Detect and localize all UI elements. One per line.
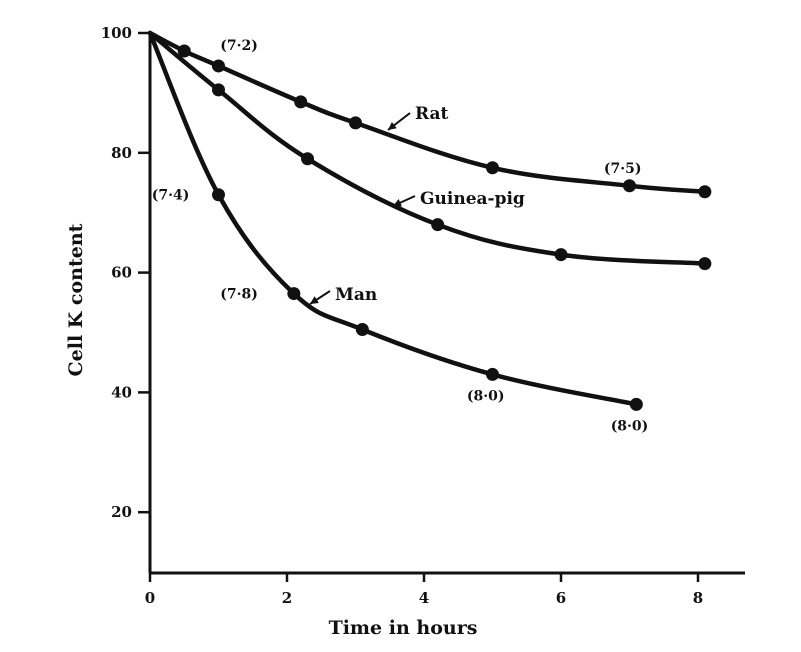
ph-annotation: (8·0) [467, 388, 505, 404]
data-point-rat [294, 95, 308, 109]
y-tick-label: 80 [111, 144, 132, 162]
data-point-man [629, 397, 643, 411]
data-point-man [486, 367, 499, 381]
series-layer [147, 30, 712, 411]
data-point-man [212, 188, 225, 202]
y-tick-label: 100 [101, 24, 132, 42]
ph-annotation: (7·8) [220, 287, 258, 303]
ph-annotation: (7·4) [152, 188, 190, 204]
ph-annotation: (8·0) [611, 418, 649, 434]
data-point-guinea-pig [554, 248, 568, 262]
x-tick-label: 8 [693, 589, 703, 607]
ph-annotation: (7·2) [220, 38, 258, 54]
series-label-layer: Rat Guinea-pig Man [309, 104, 525, 305]
data-point-man [287, 287, 301, 301]
pointer-arrowhead-rat [388, 121, 397, 130]
x-tick-label: 0 [145, 589, 155, 607]
y-axis-title: Cell K content [65, 223, 87, 376]
data-point-rat [698, 185, 712, 199]
series-label-man: Man [335, 285, 377, 305]
x-tick-label: 4 [419, 589, 429, 607]
series-label-guinea-pig: Guinea-pig [420, 189, 525, 209]
data-point-guinea-pig [698, 257, 712, 271]
x-tick-label: 6 [556, 589, 566, 607]
annotation-layer: (7·2) (7·5) (7·4) (7·8) (8·0) (8·0) [152, 38, 649, 434]
ph-annotation: (7·5) [604, 161, 642, 177]
data-point-rat [177, 44, 191, 58]
series-label-rat: Rat [415, 104, 449, 124]
data-point-guinea-pig [212, 83, 225, 97]
pointer-arrowhead-man [310, 296, 319, 304]
data-point-rat [212, 59, 225, 73]
y-tick-label: 60 [111, 264, 132, 282]
x-ticks: 0 2 4 6 8 [145, 573, 703, 607]
pointer-arrowhead-guinea-pig [393, 199, 402, 207]
y-ticks: 20 40 60 80 100 [101, 24, 150, 521]
x-axis-title: Time in hours [329, 617, 478, 639]
data-point-guinea-pig [431, 218, 445, 232]
x-tick-label: 2 [282, 589, 292, 607]
data-point-man [355, 323, 369, 337]
data-point-rat [486, 161, 499, 175]
series-line-man [147, 30, 639, 407]
data-point-guinea-pig [301, 152, 315, 166]
y-tick-label: 40 [111, 383, 132, 401]
data-point-rat [623, 179, 636, 193]
data-point-rat [349, 116, 362, 130]
y-tick-label: 20 [111, 503, 132, 521]
